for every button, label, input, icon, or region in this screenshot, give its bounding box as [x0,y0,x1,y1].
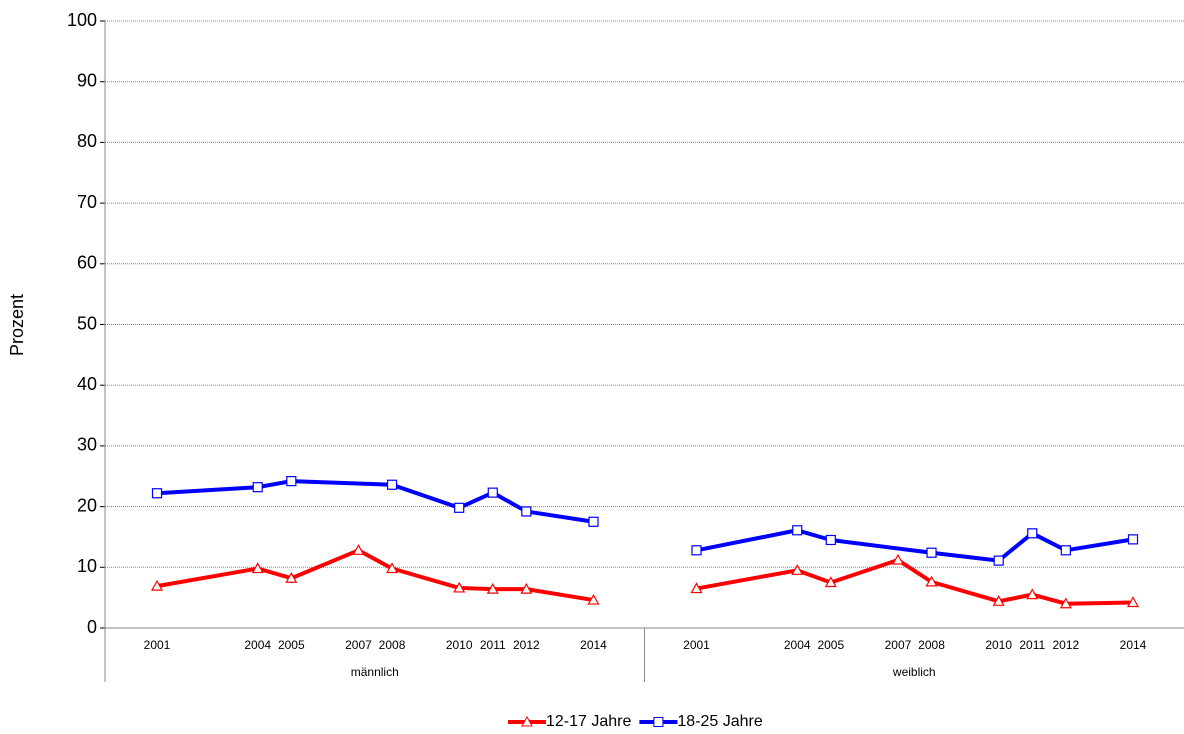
series-line [696,528,1134,563]
marker [1027,528,1038,539]
y-tick-label: 70 [77,192,97,212]
marker [386,562,399,574]
y-tick-label: 90 [77,70,97,90]
series-line [156,479,594,524]
x-tick-label: 2011 [480,638,506,652]
y-tick-label: 50 [77,313,97,333]
marker [993,555,1004,566]
marker [925,575,938,587]
marker [251,562,264,574]
marker [1026,588,1039,600]
y-tick-label: 40 [77,374,97,394]
marker [252,482,263,493]
marker [691,545,702,556]
x-tick-label: 2004 [244,638,271,652]
legend-marker [521,715,533,727]
x-tick-label: 2004 [784,638,811,652]
marker [690,582,703,594]
marker [150,579,164,591]
x-tick-label: 2014 [1120,638,1147,652]
marker [285,571,298,583]
y-tick-label: 100 [67,10,97,30]
marker [824,576,837,588]
marker [521,506,532,517]
x-tick-label: 2008 [379,638,406,652]
marker [588,516,599,527]
x-tick-label: 2014 [580,638,607,652]
marker [587,593,600,605]
legend-label: 18-25 Jahre [677,713,762,730]
x-tick-label: 2011 [1019,638,1045,652]
y-tick-label: 30 [77,435,97,455]
marker [386,479,398,490]
marker [1060,545,1071,556]
marker [992,595,1005,606]
marker [286,476,297,487]
x-tick-label: 2007 [885,638,912,652]
x-tick-label: 2010 [985,638,1012,652]
group-label: männlich [351,665,399,679]
marker [352,544,365,555]
x-tick-label: 2001 [144,638,171,652]
legend-marker [653,717,664,727]
y-tick-label: 80 [77,131,97,151]
y-tick-label: 60 [77,253,97,273]
marker [791,564,804,575]
marker [825,534,836,546]
x-tick-label: 2012 [513,638,540,652]
y-axis-label: Prozent [7,294,27,356]
marker [151,488,163,499]
marker [1127,534,1139,545]
x-tick-label: 2012 [1052,638,1079,652]
marker [520,582,533,594]
y-tick-label: 20 [77,495,97,515]
x-tick-label: 2008 [918,638,945,652]
legend-label: 12-17 Jahre [546,713,631,730]
x-tick-label: 2005 [278,638,305,652]
x-tick-label: 2010 [446,638,473,652]
marker [453,581,466,593]
group-label: weiblich [892,665,936,679]
marker [1126,596,1140,608]
x-tick-label: 2001 [683,638,710,652]
marker [486,582,499,594]
marker [454,502,465,513]
series-line [696,558,1134,606]
x-tick-label: 2007 [345,638,372,652]
y-tick-label: 0 [87,617,97,637]
marker [487,487,498,498]
y-tick-label: 10 [77,556,97,576]
x-tick-label: 2005 [817,638,844,652]
marker [891,553,904,565]
marker [1059,597,1072,609]
marker [926,547,937,558]
marker [792,525,803,536]
